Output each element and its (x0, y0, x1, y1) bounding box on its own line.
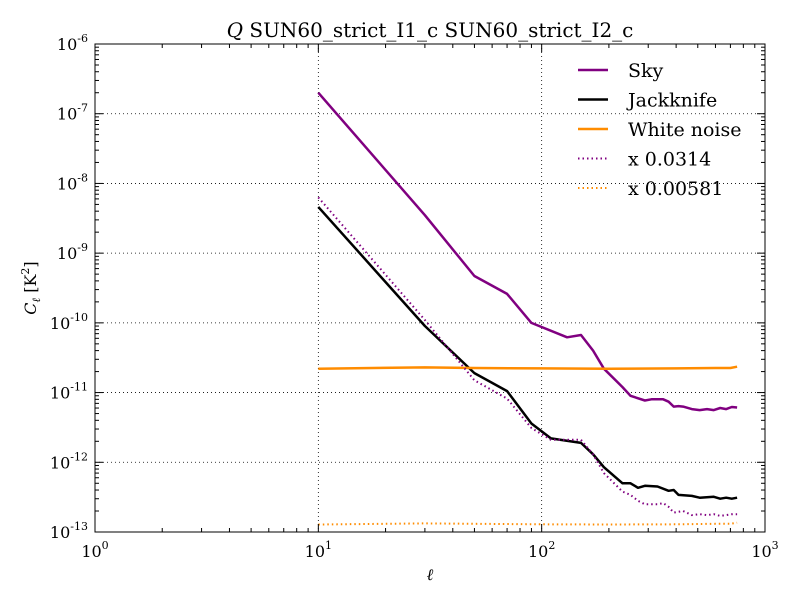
legend-label: White noise (628, 119, 742, 141)
chart-title: Q SUN60_strict_I1_c SUN60_strict_I2_c (227, 18, 634, 42)
y-tick-exp: -12 (70, 450, 88, 463)
y-tick-label: 10-12 (50, 450, 88, 472)
x-tick-label: 101 (305, 539, 332, 561)
series-line-x-0-0314 (317, 196, 738, 517)
y-axis-label-sub: ℓ (30, 297, 43, 302)
y-tick-label: 10-10 (50, 311, 88, 333)
legend-label: Jackknife (626, 90, 717, 112)
y-tick-exp: -13 (70, 520, 88, 533)
y-tick-label: 10-6 (57, 32, 88, 54)
legend-label: x 0.00581 (628, 178, 723, 200)
y-axis-label-main: C (21, 302, 40, 314)
chart-title-symbol: Q (227, 18, 243, 42)
x-tick-base: 10 (528, 542, 548, 561)
y-tick-exp: -9 (77, 241, 88, 254)
y-tick-exp: -7 (77, 102, 88, 115)
y-tick-label: 10-13 (50, 520, 88, 542)
y-tick-base: 10 (50, 384, 70, 403)
legend: Sky Jackknife White noise x 0.0314 x 0.00581 (578, 60, 742, 200)
y-tick-label: 10-8 (57, 171, 88, 193)
y-tick-exp: -11 (70, 381, 88, 394)
y-tick-base: 10 (57, 174, 77, 193)
chart-title-rest: SUN60_strict_I1_c SUN60_strict_I2_c (243, 18, 633, 42)
x-tick-exp: 0 (102, 539, 109, 552)
y-tick-base: 10 (50, 453, 70, 472)
x-tick-base: 10 (81, 542, 101, 561)
y-tick-label: 10-7 (57, 102, 88, 124)
series-line-white-noise (318, 365, 738, 370)
y-tick-exp: -6 (77, 32, 88, 45)
y-tick-exp: -8 (77, 171, 88, 184)
grid (95, 44, 765, 532)
x-tick-labels: 100 101 102 103 (81, 539, 778, 561)
x-tick-exp: 2 (548, 539, 555, 552)
plot-frame (94, 43, 766, 533)
tick-marks (94, 43, 766, 533)
x-tick-exp: 3 (772, 539, 779, 552)
y-tick-base: 10 (57, 105, 77, 124)
x-tick-exp: 1 (325, 539, 332, 552)
y-axis-label-unit-close: ] (21, 261, 40, 267)
y-tick-base: 10 (50, 314, 70, 333)
y-axis-label-unit-open: [K (21, 274, 40, 298)
x-tick-label: 100 (81, 539, 108, 561)
y-tick-exp: -10 (70, 311, 88, 324)
x-tick-base: 10 (305, 542, 325, 561)
x-axis-label: ℓ (427, 565, 434, 584)
x-tick-base: 10 (751, 542, 771, 561)
series-layer (317, 91, 738, 526)
y-tick-base: 10 (57, 244, 77, 263)
legend-label: Sky (628, 60, 664, 82)
y-tick-label: 10-11 (50, 381, 88, 403)
y-tick-base: 10 (57, 35, 77, 54)
x-tick-label: 103 (751, 539, 778, 561)
y-tick-label: 10-9 (57, 241, 88, 263)
series-line-sky (317, 91, 738, 412)
y-axis-label-unit-sup: 2 (19, 268, 32, 275)
y-tick-base: 10 (50, 523, 70, 542)
y-axis-label: Cℓ [K2] (19, 261, 43, 314)
x-tick-label: 102 (528, 539, 555, 561)
series-line-jackknife (317, 206, 738, 500)
legend-label: x 0.0314 (628, 149, 711, 171)
